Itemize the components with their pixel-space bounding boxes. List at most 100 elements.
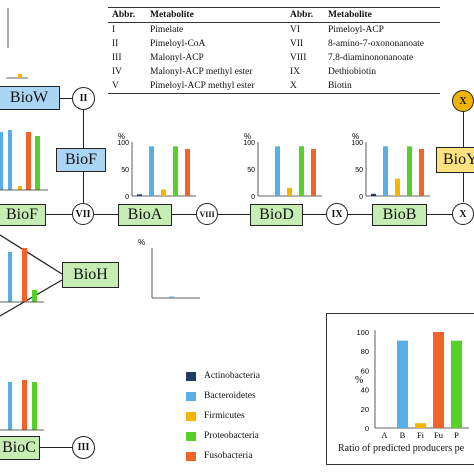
table-cell: V — [108, 79, 146, 94]
bar — [407, 146, 412, 196]
bar — [185, 149, 190, 196]
legend-item: Proteobacteria — [186, 431, 259, 441]
legend-label: Proteobacteria — [204, 431, 259, 441]
bar — [22, 380, 27, 430]
bar — [8, 252, 12, 302]
mini-chart-bioh: % — [138, 238, 200, 299]
bar — [383, 146, 388, 196]
bar — [275, 146, 280, 196]
table-cell: Pimeloyl-ACP methyl ester — [146, 79, 286, 94]
table-cell: Pimeloyl-CoA — [150, 39, 206, 49]
table-cell: VIII — [290, 53, 307, 63]
legend-swatch — [186, 371, 196, 381]
table-row: I Pimelate VI Pimeloyl-ACP — [108, 23, 440, 38]
enzyme-bioc: BioC — [0, 436, 40, 460]
line-biow-ii — [60, 98, 72, 100]
metabolite-viii: VIII — [196, 203, 218, 225]
bar — [26, 132, 31, 190]
tick-label: 100 — [117, 140, 129, 147]
table-cell: Biotin — [324, 79, 440, 94]
table-cell: Pimeloyl-ACP — [328, 25, 384, 35]
header-abbr-2: Abbr. — [286, 7, 324, 23]
table-cell: IX — [290, 67, 301, 77]
legend-swatch — [186, 431, 196, 441]
line-ix-biob — [348, 214, 372, 216]
bar — [8, 130, 12, 190]
legend-label: Firmicutes — [204, 411, 245, 421]
partial-chart-left-bottom — [0, 380, 44, 431]
table-cell: 8-amino-7-oxononanoate — [328, 39, 425, 49]
partial-chart-left-mid — [0, 248, 44, 303]
inset-category-label: A — [381, 430, 388, 440]
metabolite-iii: III — [72, 436, 95, 459]
inset-chart: % 100 80 60 40 20 0 A B Fi Fu P — [355, 328, 469, 440]
bar — [287, 187, 292, 196]
bar — [22, 248, 27, 302]
percent-label: % — [244, 132, 251, 141]
legend-item: Fusobacteria — [186, 451, 253, 461]
bar — [35, 136, 40, 190]
line-biob-x — [427, 214, 452, 216]
line-bioc-iii — [40, 447, 72, 449]
enzyme-biob: BioB — [372, 204, 427, 226]
bar — [8, 382, 12, 430]
inset-tick-label: 60 — [361, 366, 369, 375]
partial-chart-left-top-stub — [6, 8, 28, 79]
table-cell: Dethiobiotin — [328, 67, 377, 77]
inset-bar — [415, 423, 426, 428]
percent-label: % — [352, 132, 359, 141]
enzyme-bioh: BioH — [62, 262, 119, 288]
partial-chart-left-top — [0, 130, 48, 191]
table-row: II Pimeloyl-CoA VII 8-amino-7-oxononanoa… — [108, 37, 440, 51]
line-biod-ix — [303, 214, 326, 216]
bar — [419, 149, 424, 196]
table-cell: 7,8-diaminononanoate — [328, 53, 414, 63]
inset-bar — [451, 340, 462, 428]
enzyme-bioy: BioY — [436, 147, 474, 173]
line-viii-biod — [218, 214, 250, 216]
bar — [311, 149, 316, 196]
bar — [18, 186, 22, 190]
tick-label: 50 — [355, 167, 363, 174]
bar — [149, 146, 154, 196]
table-row: IV Malonyl-ACP methyl ester IX Dethiobio… — [108, 65, 440, 79]
table-cell: I — [112, 25, 116, 35]
metabolite-ii: II — [72, 87, 95, 110]
header-metabolite-2: Metabolite — [324, 7, 440, 23]
bar — [32, 290, 37, 302]
line-vii-bioa — [94, 214, 118, 216]
enzyme-biof-mid: BioF — [56, 148, 106, 172]
metabolite-ix: IX — [326, 203, 348, 225]
percent-label: % — [118, 132, 125, 141]
inset-tick-label: 80 — [361, 347, 369, 356]
bar — [137, 194, 142, 196]
mini-chart-biob: %100 50 0 — [351, 132, 430, 201]
metabolite-x-top: X — [452, 90, 474, 112]
header-abbr: Abbr. — [108, 7, 146, 23]
line-bioa-viii — [172, 214, 196, 216]
header-metabolite: Metabolite — [146, 7, 286, 23]
bar — [0, 132, 3, 190]
inset-tick-label: 100 — [356, 328, 369, 337]
table-row: III Malonyl-ACP VIII 7,8-diaminononanoat… — [108, 51, 440, 65]
inset-bar — [433, 332, 444, 428]
tick-label: 0 — [359, 194, 363, 201]
bar — [161, 189, 166, 196]
enzyme-biod: BioD — [250, 204, 303, 226]
inset-category-label: B — [400, 430, 406, 440]
metabolite-x: X — [452, 203, 474, 225]
legend-swatch — [186, 411, 196, 421]
tick-label: 100 — [351, 140, 363, 147]
inset-y-label: % — [355, 375, 363, 386]
bioh-wedge — [0, 234, 63, 317]
bar — [299, 146, 304, 196]
legend-label: Fusobacteria — [204, 451, 253, 461]
inset-category-label: Fi — [417, 430, 425, 440]
bar — [18, 74, 22, 78]
legend-label: Bacteroidetes — [204, 391, 256, 401]
enzyme-biof: BioF — [0, 204, 46, 226]
legend-label: Actinobacteria — [204, 371, 260, 381]
inset-category-label: P — [454, 430, 459, 440]
table-cell: II — [112, 39, 119, 49]
bar — [395, 178, 400, 196]
